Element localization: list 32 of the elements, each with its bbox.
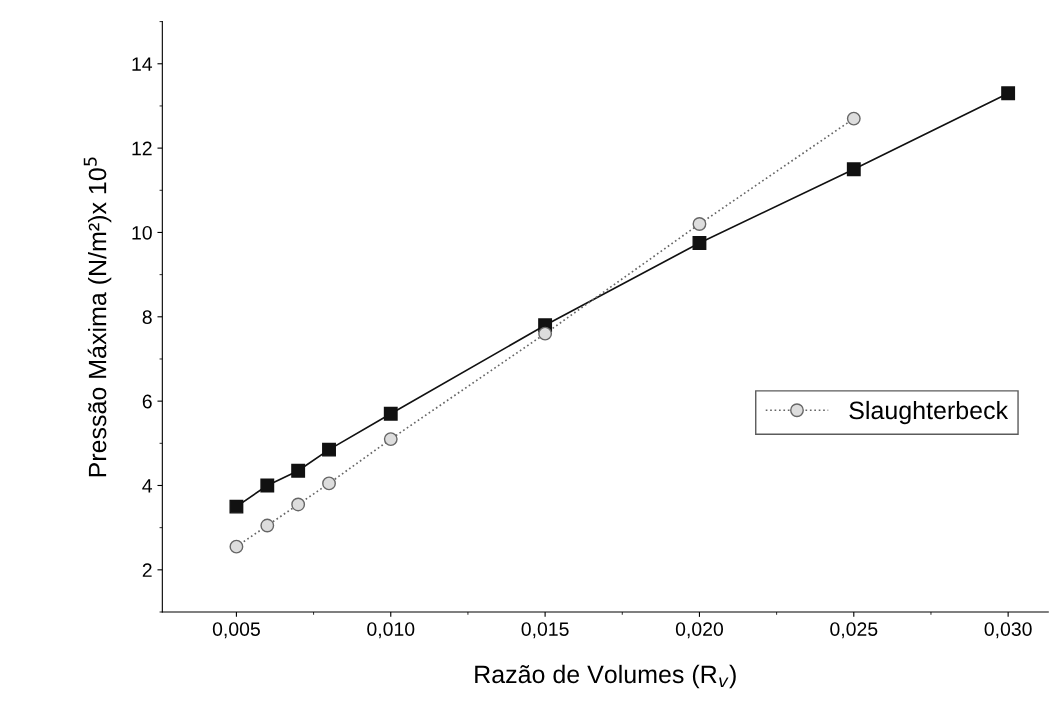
x-tick-label: 0,010 <box>367 622 415 639</box>
point <box>383 406 398 421</box>
point <box>229 499 244 514</box>
y-tick-label: 14 <box>132 57 153 71</box>
point <box>291 463 306 478</box>
point <box>260 518 275 533</box>
point <box>846 111 861 126</box>
x-tick-label: 0,015 <box>521 622 569 639</box>
y-tick-label: 12 <box>132 141 152 156</box>
y-tick-label: 10 <box>132 225 152 240</box>
point <box>1001 86 1016 101</box>
y-tick-label: 4 <box>142 479 153 493</box>
point <box>291 497 306 512</box>
point <box>260 478 275 493</box>
point <box>229 539 244 554</box>
x-tick-label: 0,030 <box>984 622 1032 639</box>
y-axis-title: Pressão Máxima (N/m²)x 10$^{5}$ <box>83 157 112 477</box>
y-tick-label: 2 <box>142 563 152 577</box>
y-tick-label: 6 <box>142 394 152 409</box>
point <box>322 476 336 491</box>
point <box>846 162 861 177</box>
point <box>538 326 553 341</box>
point <box>692 217 707 231</box>
y-tick-label: 8 <box>142 310 152 325</box>
point <box>383 432 398 447</box>
x-tick-label: 0,020 <box>675 622 724 639</box>
point <box>692 236 707 250</box>
point <box>322 442 336 457</box>
x-tick-label: 0,025 <box>830 622 878 639</box>
x-tick-label: 0,005 <box>212 622 260 639</box>
legend-label: Slaughterbeck <box>849 400 1009 425</box>
x-axis-title: Razão de Volumes (R$_{v}$) <box>475 664 736 689</box>
